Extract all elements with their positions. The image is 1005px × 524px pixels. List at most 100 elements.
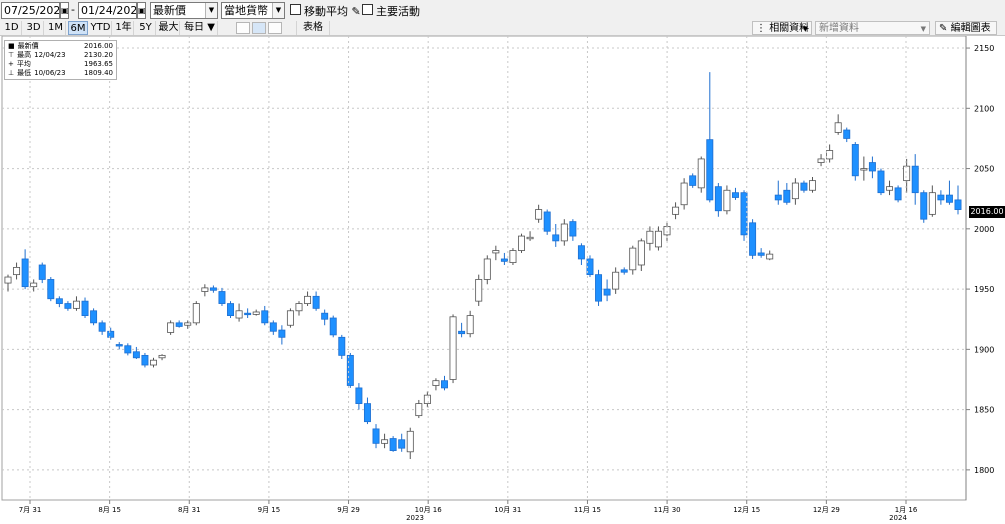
y-tick-label: 1850 [974, 406, 994, 415]
x-tick-label: 9月 29 [337, 506, 360, 514]
candle-body [132, 351, 140, 359]
chart-type-line-icon[interactable] [236, 22, 250, 34]
currency-select[interactable]: 當地貨幣 ▼ [221, 2, 285, 19]
candle-body [714, 186, 722, 212]
square-icon: ■ [8, 42, 15, 50]
chevron-down-icon: ▼ [802, 25, 808, 33]
candle-body [800, 182, 808, 191]
end-date-field[interactable]: 01/24/2024 [78, 2, 137, 19]
moving-average-checkbox[interactable] [290, 4, 301, 15]
period-button-6[interactable]: 5Y [136, 21, 156, 35]
candle-body [81, 300, 89, 317]
candle-body [954, 199, 962, 210]
candle-body [612, 271, 620, 290]
chart-type-bar-icon[interactable] [268, 22, 282, 34]
candle-body [843, 129, 851, 139]
candle-body [4, 276, 12, 284]
period-button-5[interactable]: 1年 [114, 21, 134, 35]
candle-body [569, 221, 577, 237]
candle-body [381, 439, 389, 444]
x-tick-label: 12月 15 [733, 506, 760, 514]
period-button-3[interactable]: 6M [68, 21, 88, 35]
candle-body [389, 438, 397, 451]
candle-body [809, 180, 816, 191]
candle-body [492, 250, 500, 254]
period-button-1[interactable]: 3D [24, 21, 44, 35]
candle-body [184, 322, 192, 326]
candle-body [449, 316, 457, 380]
candle-body [911, 165, 919, 194]
y-tick-label: 2100 [974, 104, 994, 113]
candle-body [98, 322, 106, 332]
x-tick-label: 11月 30 [654, 506, 681, 514]
related-data-dropdown[interactable]: ⋮ 相關資料 ▼ [752, 21, 812, 35]
period-button-8[interactable]: 每日 ▼ [182, 21, 218, 35]
year-label: 2024 [889, 514, 907, 522]
table-button[interactable]: 表格 [296, 21, 330, 35]
candle-body [637, 240, 645, 266]
candle-body [654, 230, 662, 248]
candle-body [90, 310, 98, 324]
candle-body [218, 291, 226, 304]
chevron-down-icon: ▼ [272, 3, 284, 18]
toolbar-bottom: 1D 3D 1M 6M YTD 1年 5Y 最大 每日 ▼ 表格 ⋮ 相關資料 ▼ 新增資料 ▼… [0, 21, 1005, 36]
candle-body [851, 144, 859, 177]
candle-body [723, 189, 731, 212]
chevron-down-icon: ▼ [920, 25, 926, 33]
candle-body [423, 394, 431, 404]
pencil-icon[interactable]: ✎ [351, 5, 361, 18]
candle-body [526, 236, 534, 240]
end-date-picker-button[interactable]: ▣ [137, 2, 146, 19]
candle-body [363, 403, 371, 423]
y-tick-label: 2150 [974, 44, 994, 53]
main-events-checkbox[interactable] [362, 4, 373, 15]
pencil-icon: ✎ [939, 23, 948, 34]
period-button-7[interactable]: 最大 [158, 21, 180, 35]
candle-body [535, 209, 543, 220]
price-type-select[interactable]: 最新價 ▼ [150, 2, 218, 19]
candle-body [945, 194, 953, 203]
edit-chart-button[interactable]: ✎ 編輯圖表 [935, 21, 997, 35]
candle-body [560, 223, 568, 242]
candle-body [432, 380, 440, 386]
candle-body [749, 222, 757, 256]
candle-body [817, 158, 825, 163]
x-tick-label: 7月 31 [19, 506, 42, 514]
price-chart[interactable]: 1800 1850 1900 1950 2000 2050 2100 2150 7月 31 8月 … [0, 36, 1005, 524]
chart-type-candle-icon[interactable] [252, 22, 266, 34]
candle-body [406, 430, 414, 453]
candle-body [55, 298, 63, 304]
candle-body [107, 330, 115, 338]
candle-body [312, 295, 320, 309]
candle-body [894, 187, 902, 201]
candle-body [295, 303, 303, 312]
candle-body [791, 182, 799, 200]
candle-body [697, 158, 705, 189]
candle-body [706, 139, 714, 201]
legend-low: ⊥ 最低 10/06/23 1809.40 [8, 69, 113, 77]
avg-marker-icon: + [8, 60, 14, 68]
period-button-4[interactable]: YTD [90, 21, 112, 35]
period-button-0[interactable]: 1D [2, 21, 22, 35]
candle-body [30, 282, 38, 288]
candle-body [227, 303, 235, 317]
candle-body [261, 310, 269, 324]
candle-body [766, 253, 774, 260]
candle-body [509, 250, 517, 263]
candle-body [646, 230, 654, 244]
start-date-field[interactable]: 07/25/2023 [1, 2, 60, 19]
high-marker-icon: ⊤ [8, 51, 15, 59]
add-data-input[interactable]: 新增資料 ▼ [815, 21, 930, 35]
candle-body [928, 192, 936, 215]
candle-body [21, 258, 29, 288]
toolbar-top: 07/25/2023 ▣ - 01/24/2024 ▣ 最新價 ▼ 當地貨幣 ▼… [0, 0, 1005, 21]
candle-body [252, 311, 260, 315]
candle-body [475, 279, 483, 302]
candle-body [868, 162, 876, 172]
start-date-picker-button[interactable]: ▣ [60, 2, 69, 19]
candle-body [595, 274, 603, 302]
period-button-2[interactable]: 1M [46, 21, 66, 35]
year-label: 2023 [406, 514, 424, 522]
candle-body [192, 303, 200, 324]
candle-body [500, 258, 508, 262]
